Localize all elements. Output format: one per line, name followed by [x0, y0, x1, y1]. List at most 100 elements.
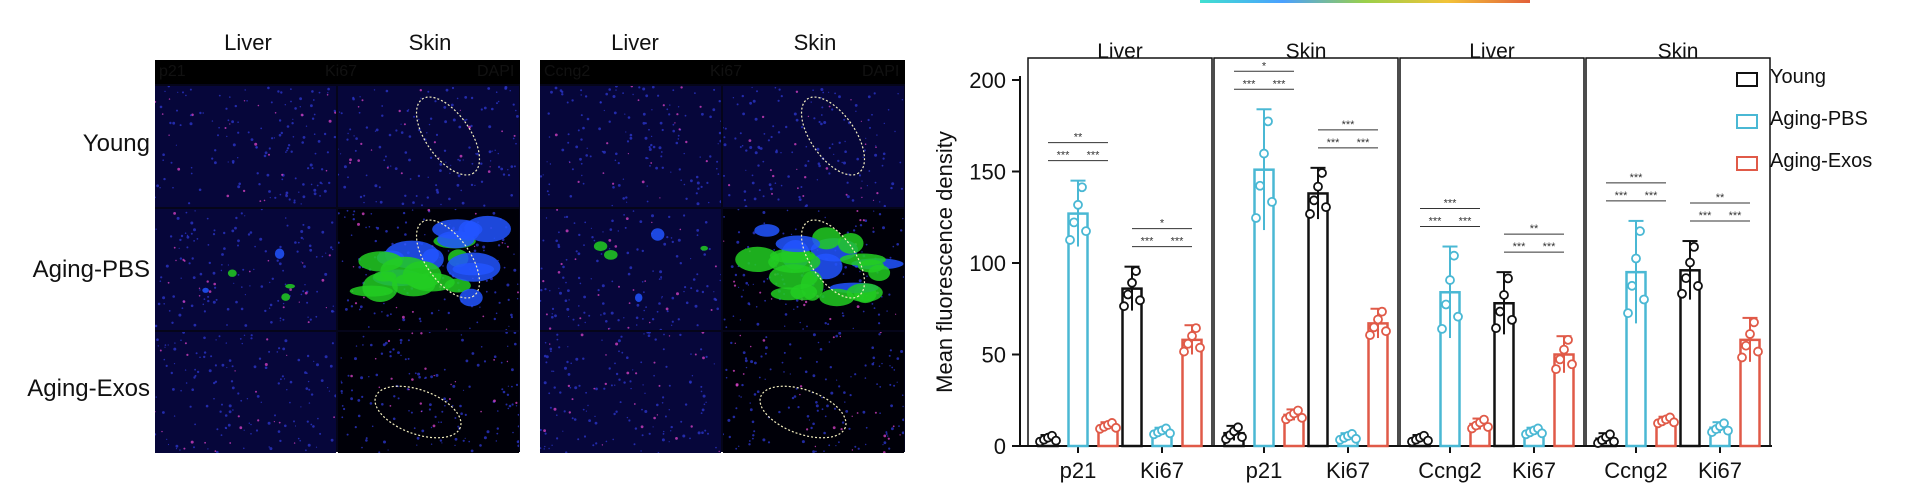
micrograph-liver-aging-exos [155, 332, 336, 453]
data-point [1483, 422, 1493, 432]
panel-b-column-liver: Liver [611, 30, 659, 55]
data-point [1503, 273, 1513, 284]
data-point [1623, 308, 1633, 319]
data-point [1381, 326, 1391, 337]
data-point [1069, 217, 1079, 228]
micrograph-skin-aging-exos [723, 332, 904, 453]
data-point [1081, 226, 1091, 237]
legend-swatch [1736, 156, 1758, 171]
data-point [1111, 422, 1121, 433]
x-tick-label: Ki67 [1698, 458, 1742, 483]
sig-label: *** [1645, 190, 1659, 202]
data-point [1263, 116, 1273, 127]
micrograph-skin-young [723, 86, 904, 207]
data-point [1499, 290, 1509, 300]
bar-aging-pbs [1067, 212, 1089, 448]
data-point [1131, 266, 1141, 276]
data-point [1051, 435, 1061, 446]
legend-item-young: Young [1736, 66, 1826, 89]
sig-label: ** [1530, 223, 1539, 235]
sig-label: *** [1543, 241, 1557, 253]
data-point [1507, 314, 1517, 325]
facet-title: Skin [1658, 40, 1699, 63]
micrograph-panel-ccng2: Ccng2 Ki67 DAPI [540, 60, 905, 453]
sig-label: *** [1243, 78, 1257, 90]
data-point [1179, 346, 1189, 357]
legend-label: Aging-PBS [1770, 108, 1868, 130]
y-tick-label: 0 [994, 434, 1006, 459]
micrograph-liver-young [540, 86, 721, 207]
micrograph-skin-aging-exos [338, 332, 519, 453]
data-point [1123, 289, 1133, 300]
data-point [1305, 209, 1315, 219]
y-axis-label: Mean fluorescence density [932, 131, 957, 393]
x-tick-label: Ki67 [1326, 458, 1370, 483]
data-point [1293, 405, 1303, 416]
sig-label: *** [1357, 137, 1371, 149]
data-point [1635, 226, 1645, 237]
row-label-aging-pbs: Aging-PBS [32, 256, 150, 283]
channel-label-ki67: Ki67 [325, 63, 358, 80]
data-point [1685, 257, 1695, 268]
panel-a-column-liver: Liver [224, 30, 272, 55]
bar-young [1307, 192, 1329, 448]
data-point [1479, 414, 1489, 425]
facet-frame [1585, 57, 1771, 447]
data-point [1369, 322, 1379, 333]
data-point [1297, 412, 1307, 423]
facet-title: Liver [1469, 40, 1515, 63]
data-point [1737, 352, 1747, 363]
sig-label: *** [1444, 198, 1458, 210]
data-point [1753, 346, 1763, 357]
data-point [1605, 429, 1615, 440]
data-point [1237, 432, 1247, 442]
facet-title: Skin [1286, 40, 1327, 63]
y-tick-label: 100 [969, 251, 1006, 276]
legend-label: Aging-Exos [1770, 150, 1873, 172]
micrograph-liver-aging-exos [540, 332, 721, 453]
sig-label: *** [1459, 216, 1473, 228]
data-point [1313, 181, 1323, 192]
data-point [1135, 295, 1145, 306]
x-tick-label: p21 [1246, 458, 1283, 483]
data-point [1453, 311, 1463, 322]
data-point [1681, 273, 1691, 284]
x-tick-label: Ccng2 [1418, 458, 1482, 483]
facet-frame [1213, 57, 1399, 447]
data-point [1495, 306, 1505, 317]
data-point [1373, 314, 1383, 325]
data-point [1445, 275, 1455, 285]
data-point [1449, 250, 1459, 261]
y-tick-label: 200 [969, 68, 1006, 93]
data-point [1309, 195, 1319, 206]
data-point [1165, 428, 1175, 439]
data-point [1187, 331, 1197, 341]
channel-label-ccng2: Ccng2 [544, 63, 591, 80]
data-point [1559, 344, 1569, 355]
channel-bar: Ccng2 Ki67 DAPI [540, 60, 905, 84]
data-point [1741, 340, 1751, 351]
sig-label: *** [1429, 216, 1443, 228]
data-point [1555, 354, 1565, 365]
data-point [1065, 235, 1075, 245]
micrograph-liver-aging-pbs [155, 209, 336, 330]
data-point [1723, 425, 1733, 436]
x-tick-label: Ki67 [1512, 458, 1556, 483]
data-point [1195, 342, 1205, 353]
micrograph-liver-young [155, 86, 336, 207]
micrograph-skin-young [338, 86, 519, 207]
data-point [1251, 213, 1261, 223]
data-point [1351, 433, 1361, 444]
channel-label-dapi: DAPI [477, 63, 515, 80]
bar-aging-exos [1367, 322, 1389, 448]
sig-label: *** [1615, 190, 1629, 202]
panel-b-column-skin: Skin [793, 30, 837, 55]
row-label-aging-exos: Aging-Exos [27, 375, 150, 402]
colorbar-strip [1200, 0, 1530, 3]
bar-young [1121, 287, 1143, 448]
data-point [1669, 417, 1679, 428]
x-tick-label: Ccng2 [1604, 458, 1668, 483]
panel-a-column-skin: Skin [408, 30, 452, 55]
legend-swatch [1736, 114, 1758, 129]
data-point [1423, 435, 1433, 446]
